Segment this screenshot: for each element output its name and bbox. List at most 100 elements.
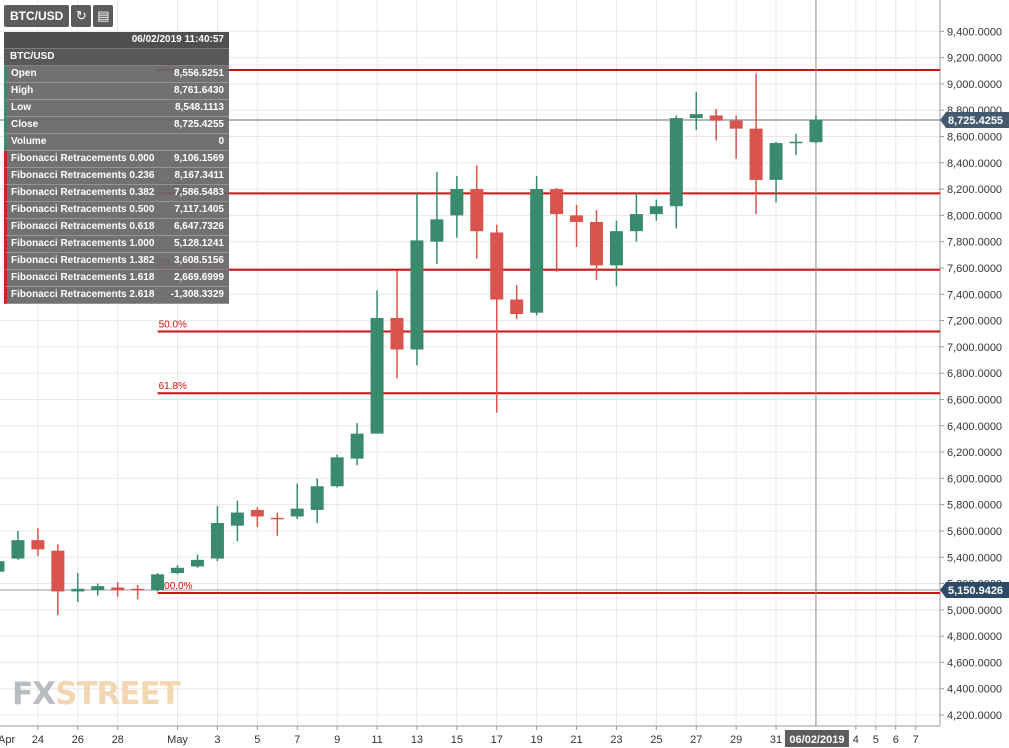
candles [0,73,823,616]
panel-row: Fibonacci Retracements 1.382 3,608.5156 [4,253,229,270]
fibonacci-level-label: 61.8% [159,381,187,392]
panel-row-value: 8,548.1113 [175,102,224,113]
data-window: 06/02/2019 11:40:57 BTC/USD Open 8,556.52… [4,32,229,304]
candle-body [590,221,603,266]
panel-row-value: 7,586.5483 [173,187,224,198]
panel-row-value: 0 [218,136,224,147]
panel-row-label: Open [11,68,37,79]
candle-body [91,586,105,591]
x-tick-label: 25 [650,734,662,746]
x-tick-label: 5 [254,734,260,746]
y-tick-label: 6,800.0000 [947,368,1002,380]
panel-row: Fibonacci Retracements 0.618 6,647.7326 [4,219,229,236]
panel-row-value: 9,106.1569 [173,153,224,164]
x-tick-label: 11 [371,734,382,746]
price-tag-background [940,582,1009,598]
fibonacci-level-label: 100.0% [159,581,193,592]
candle-body [809,120,823,143]
candle-body [290,508,304,517]
y-tick-label: 9,400.0000 [947,26,1002,38]
candle-body [250,509,264,517]
panel-symbol: BTC/USD [10,51,55,62]
candle-body [31,540,45,550]
x-tick-label: 21 [570,734,582,746]
panel-row-value: 8,556.5251 [173,68,224,79]
candle-body [131,588,145,591]
candle-body [390,317,404,350]
x-tick-label: 9 [334,734,340,746]
candle-body [370,317,384,434]
panel-row-label: Fibonacci Retracements 1.618 [11,272,155,283]
candle-body [749,128,763,180]
y-tick-label: 5,600.0000 [947,526,1002,538]
y-tick-label: 7,200.0000 [947,316,1002,328]
candle-body [11,540,25,559]
panel-row: Fibonacci Retracements 0.382 7,586.5483 [4,185,229,202]
symbol-selector[interactable]: BTC/USD [4,5,70,27]
candle-body [470,189,484,232]
y-tick-label: 4,200.0000 [947,710,1002,722]
chart-toolbar: BTC/USD ↻ ▤ [4,5,114,27]
candle-body [51,550,65,592]
current-date-tag: 06/02/2019 [784,730,849,747]
bar-chart-icon[interactable]: ▤ [93,5,114,27]
panel-row-value: 6,647.7326 [173,221,224,232]
panel-row-label: Fibonacci Retracements 2.618 [11,289,155,300]
panel-row: Fibonacci Retracements 0.500 7,117.1405 [4,202,229,219]
x-tick-label: 4 [853,734,859,746]
fxstreet-logo: FXSTREET [12,676,181,712]
candle-body [789,141,803,144]
x-tick-label: 6 [893,734,899,746]
panel-row: Fibonacci Retracements 1.000 5,128.1241 [4,236,229,253]
candle-body [111,587,125,591]
panel-row: Volume 0 [4,134,229,151]
panel-row-value: -1,308.3329 [170,289,224,300]
candle-body [151,574,165,591]
y-tick-label: 4,800.0000 [947,631,1002,643]
candle-body [191,559,204,567]
x-tick-label: 3 [214,734,220,746]
refresh-icon[interactable]: ↻ [71,5,92,27]
y-tick-label: 4,600.0000 [947,657,1002,669]
y-tick-label: 7,400.0000 [947,289,1002,301]
x-tick-label: May [167,734,188,746]
logo-part-fx: FX [12,676,56,712]
candle-body [350,433,364,459]
panel-row-label: Fibonacci Retracements 0.500 [11,204,155,215]
x-tick-label: 17 [491,734,503,746]
panel-datetime-row: 06/02/2019 11:40:57 [4,32,229,49]
candle-body [450,189,464,216]
panel-row: Fibonacci Retracements 0.000 9,106.1569 [4,151,229,168]
candle-body [510,299,524,315]
candle-body [729,120,743,129]
panel-row: Fibonacci Retracements 0.236 8,167.3411 [4,168,229,185]
fibonacci-level-label: 50.0% [159,319,187,330]
y-tick-label: 8,200.0000 [947,184,1002,196]
x-tick-label: 29 [730,734,742,746]
y-tick-label: 9,200.0000 [947,53,1002,65]
price-tag-label: 8,725.4255 [948,115,1003,127]
panel-row-label: Fibonacci Retracements 0.236 [11,170,155,181]
candle-body [0,561,5,572]
y-tick-label: 6,200.0000 [947,447,1002,459]
y-tick-label: 4,400.0000 [947,684,1002,696]
x-tick-label: 27 [690,734,702,746]
x-tick-label: Apr [0,734,15,746]
candle-body [649,206,663,215]
candle-body [689,114,703,119]
candle-body [230,512,244,526]
price-tag: 5,150.9426 [940,582,1009,598]
candle-body [550,189,564,215]
panel-row: Fibonacci Retracements 1.618 2,669.6999 [4,270,229,287]
x-tick-label: 5 [873,734,879,746]
candle-body [330,457,344,487]
x-tick-label: 23 [610,734,622,746]
candle-body [709,115,723,121]
panel-row-label: Fibonacci Retracements 0.618 [11,221,155,232]
panel-row-value: 7,117.1405 [174,204,225,215]
x-tick-label: 7 [294,734,300,746]
y-tick-label: 8,000.0000 [947,210,1002,222]
y-tick-label: 7,800.0000 [947,237,1002,249]
y-tick-label: 9,000.0000 [947,79,1002,91]
